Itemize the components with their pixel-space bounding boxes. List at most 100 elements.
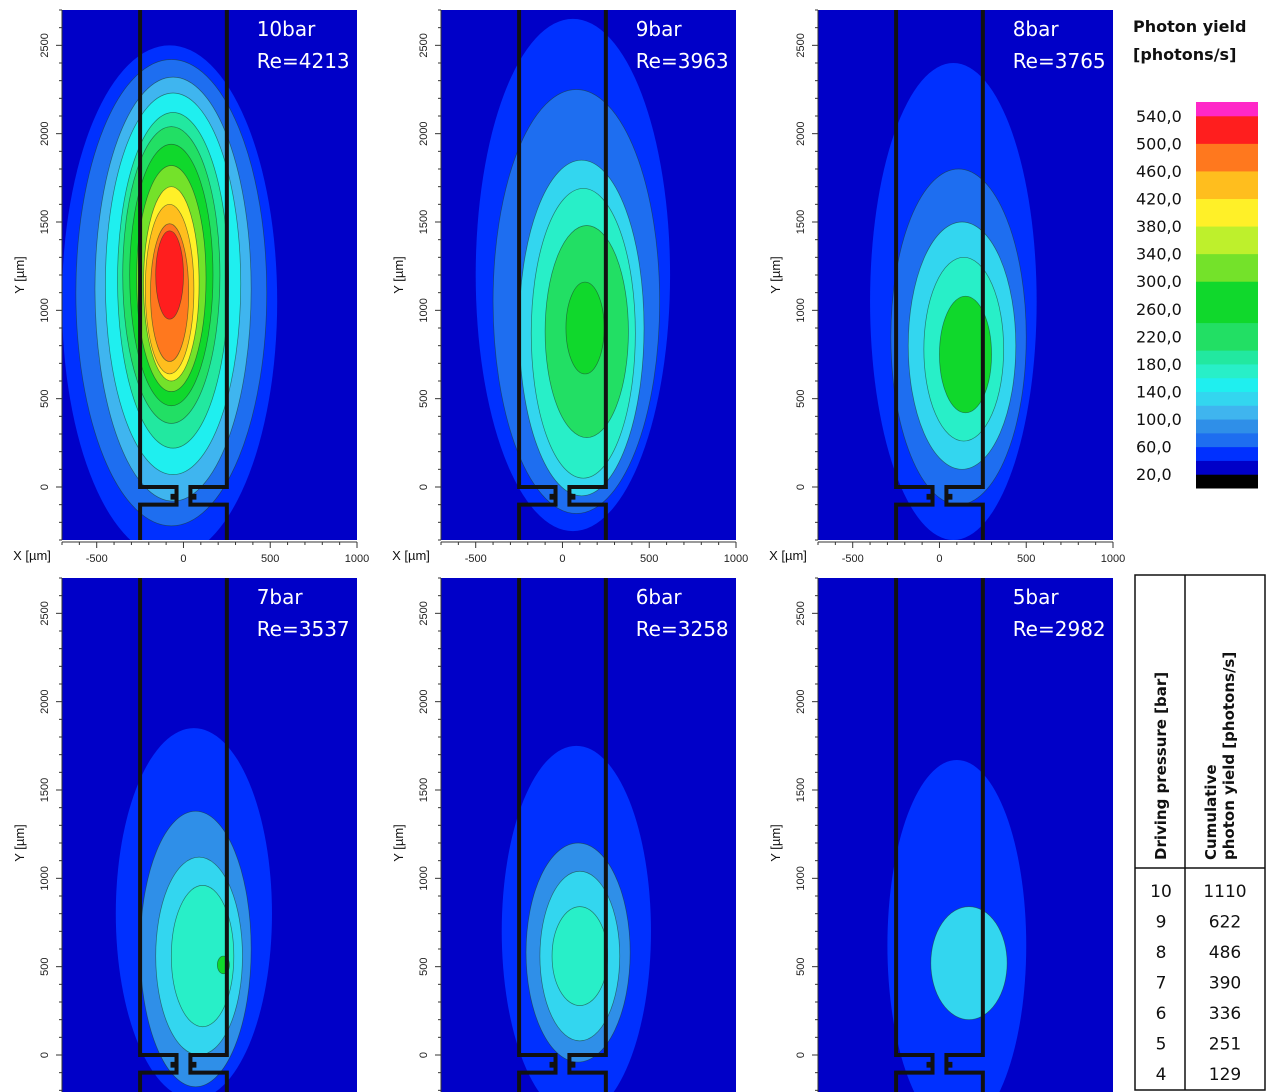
y-tick-label: 0 — [418, 1052, 430, 1058]
colorbar-tick-label: 380,0 — [1136, 217, 1182, 236]
channel-wall-left — [138, 10, 179, 540]
colorbar-swatch — [1196, 350, 1258, 365]
colorbar-swatch — [1196, 143, 1258, 172]
channel-wall-left — [517, 578, 558, 1092]
y-tick-label: 1000 — [39, 866, 51, 890]
x-axis-title: X [µm] — [769, 548, 807, 563]
colorbar-tick-label: 140,0 — [1136, 383, 1182, 402]
colorbar-tick-label: 180,0 — [1136, 355, 1182, 374]
y-tick-label: 1000 — [795, 298, 807, 322]
pressure-label: 6bar — [636, 585, 683, 609]
contour-panel-0: 0 500 1000 1500 2000 2500 Y [µm] -500 0 500 1000 X … — [12, 9, 369, 565]
table-col-yield-header-2: photon yield [photons/s] — [1220, 652, 1238, 860]
channel-wall-left — [517, 10, 558, 540]
contour-panel-1: 0 500 1000 1500 2000 2500 Y [µm] -500 0 500 1000 X … — [391, 9, 748, 565]
x-tick-label: 0 — [936, 553, 942, 565]
x-axis-title: X [µm] — [392, 548, 430, 563]
contour-level-120 — [930, 906, 1008, 1021]
y-tick-label: 0 — [795, 484, 807, 490]
y-tick-label: 0 — [418, 484, 430, 490]
colorbar-swatch — [1196, 474, 1258, 489]
table-cell-pressure: 8 — [1156, 943, 1167, 963]
colorbar-tick-label: 500,0 — [1136, 134, 1182, 153]
colorbar-swatch — [1196, 226, 1258, 255]
table-cell-yield: 129 — [1209, 1065, 1241, 1085]
y-tick-label: 1500 — [795, 210, 807, 234]
table-cell-yield: 622 — [1209, 913, 1241, 933]
channel-wall-left — [894, 10, 935, 540]
y-tick-label: 2500 — [39, 601, 51, 625]
reynolds-label: Re=4213 — [257, 49, 350, 73]
table-cell-yield: 1110 — [1203, 882, 1246, 902]
y-tick-label: 1000 — [795, 866, 807, 890]
x-tick-label: 500 — [1017, 553, 1035, 565]
y-tick-label: 1000 — [418, 866, 430, 890]
x-tick-label: -500 — [842, 553, 864, 565]
channel-wall-right — [188, 10, 229, 540]
channel-wall-right — [944, 10, 985, 540]
table-cell-yield: 486 — [1209, 943, 1241, 963]
y-tick-label: 500 — [795, 389, 807, 407]
colorbar-tick-label: 100,0 — [1136, 410, 1182, 429]
table-cell-pressure: 5 — [1156, 1035, 1167, 1055]
contour-panel-3: 0 500 1000 1500 2000 2500 Y [µm] 7bar Re=3537 — [12, 577, 357, 1092]
y-axis-title: Y [µm] — [391, 824, 406, 862]
channel-wall-left — [138, 578, 179, 1092]
table-cell-pressure: 4 — [1156, 1065, 1167, 1085]
colorbar-swatch — [1196, 102, 1258, 117]
y-tick-label: 500 — [39, 389, 51, 407]
y-tick-label: 1500 — [418, 778, 430, 802]
table-col-pressure-header: Driving pressure [bar] — [1152, 672, 1170, 860]
y-tick-label: 1000 — [418, 298, 430, 322]
y-axis-title: Y [µm] — [768, 256, 783, 294]
y-axis-title: Y [µm] — [391, 256, 406, 294]
y-tick-label: 2000 — [795, 689, 807, 713]
colorbar-tick-label: 420,0 — [1136, 190, 1182, 209]
y-tick-label: 2500 — [418, 33, 430, 57]
contour-level-280 — [565, 281, 605, 375]
colorbar-swatch — [1196, 432, 1258, 448]
y-tick-label: 1500 — [795, 778, 807, 802]
colorbar-swatch — [1196, 363, 1258, 379]
colorbar-swatch — [1196, 377, 1258, 392]
x-tick-label: 1000 — [724, 553, 748, 565]
y-tick-label: 2500 — [39, 33, 51, 57]
colorbar-swatch — [1196, 115, 1258, 144]
table-col-yield-header-1: Cumulative — [1202, 764, 1220, 860]
y-axis-title: Y [µm] — [12, 256, 27, 294]
colorbar-tick-label: 460,0 — [1136, 162, 1182, 181]
colorbar-tick-label: 540,0 — [1136, 107, 1182, 126]
colorbar-legend: Photon yield [photons/s] 540,0 500,0 460,0 42… — [1133, 17, 1258, 489]
colorbar-swatch — [1196, 198, 1258, 227]
contour-level-170 — [551, 906, 608, 1006]
table-cell-pressure: 6 — [1156, 1004, 1167, 1024]
contour-level-170 — [170, 885, 235, 1028]
y-tick-label: 2500 — [795, 33, 807, 57]
colorbar-swatch — [1196, 460, 1258, 475]
contour-panels: 0 500 1000 1500 2000 2500 Y [µm] -500 0 500 1000 X … — [12, 9, 1125, 1092]
y-tick-label: 0 — [39, 484, 51, 490]
table-frame — [1134, 574, 1266, 1091]
channel-wall-right — [567, 10, 608, 540]
colorbar-tick-label: 340,0 — [1136, 245, 1182, 264]
reynolds-label: Re=3258 — [636, 617, 729, 641]
x-tick-label: 500 — [261, 553, 279, 565]
y-axis-title: Y [µm] — [768, 824, 783, 862]
table-cell-pressure: 10 — [1150, 882, 1172, 902]
x-axis-title: X [µm] — [13, 548, 51, 563]
y-tick-label: 1500 — [418, 210, 430, 234]
x-tick-label: 1000 — [1101, 553, 1125, 565]
reynolds-label: Re=2982 — [1013, 617, 1106, 641]
y-tick-label: 1500 — [39, 210, 51, 234]
colorbar-swatch — [1196, 322, 1258, 351]
table-cell-yield: 390 — [1209, 974, 1241, 994]
y-tick-label: 2000 — [418, 121, 430, 145]
y-tick-label: 2000 — [418, 689, 430, 713]
colorbar-swatch — [1196, 281, 1258, 324]
colorbar-tick-label: 20,0 — [1136, 465, 1172, 484]
reynolds-label: Re=3537 — [257, 617, 350, 641]
pressure-label: 8bar — [1013, 17, 1060, 41]
pressure-label: 7bar — [257, 585, 304, 609]
colorbar-swatch — [1196, 170, 1258, 199]
table-cell-pressure: 7 — [1156, 974, 1167, 994]
